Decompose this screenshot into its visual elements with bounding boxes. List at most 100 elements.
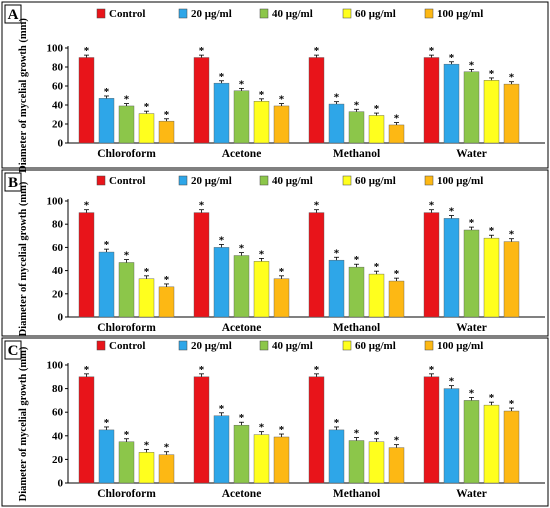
y-tick-label: 100 — [47, 43, 64, 55]
significance-marker: * — [239, 412, 245, 424]
significance-marker: * — [314, 200, 320, 212]
significance-marker: * — [394, 113, 400, 125]
bar-acetone-1 — [193, 376, 210, 484]
significance-marker: * — [84, 200, 90, 212]
panel-label-box — [4, 340, 22, 360]
legend-swatch-5 — [424, 8, 434, 19]
x-tick-label: Water — [456, 488, 487, 500]
bar-chloroform-5 — [158, 120, 175, 144]
bar-water-5 — [503, 241, 520, 318]
legend-swatch-2 — [178, 340, 188, 351]
legend-swatch-4 — [342, 175, 352, 186]
significance-marker: * — [279, 266, 285, 278]
y-tick-label: 20 — [52, 288, 64, 300]
bar-chloroform-3 — [118, 441, 135, 484]
significance-marker: * — [279, 94, 285, 106]
bar-chloroform-2 — [98, 251, 115, 318]
legend-swatch-2 — [178, 8, 188, 19]
significance-marker: * — [199, 45, 205, 57]
bar-methanol-1 — [308, 212, 325, 318]
legend-label-5: 100 μg/ml — [437, 175, 483, 187]
bar-chloroform-5 — [158, 286, 175, 318]
y-tick-label: 0 — [58, 478, 64, 490]
significance-marker: * — [354, 99, 360, 111]
bar-water-1 — [423, 212, 440, 318]
chart-panel-c: C Control 20 μg/ml 40 μg/ml 60 μg/ml 100 μg/m… — [1, 337, 549, 507]
significance-marker: * — [144, 266, 150, 278]
bar-methanol-2 — [328, 103, 345, 144]
bar-acetone-2 — [213, 82, 230, 144]
significance-marker: * — [239, 243, 245, 255]
y-tick-label: 80 — [52, 383, 64, 395]
bar-water-2 — [443, 63, 460, 144]
legend-swatch-3 — [259, 340, 269, 351]
x-tick-label: Acetone — [222, 148, 262, 160]
y-tick-label: 60 — [52, 242, 64, 254]
significance-marker: * — [104, 417, 110, 429]
bar-acetone-1 — [193, 57, 210, 144]
significance-marker: * — [164, 109, 170, 121]
legend-swatch-1 — [96, 8, 106, 19]
legend-label-5: 100 μg/ml — [437, 8, 483, 20]
bar-acetone-5 — [273, 436, 290, 484]
significance-marker: * — [469, 59, 475, 71]
bar-acetone-5 — [273, 105, 290, 144]
bar-acetone-2 — [213, 415, 230, 484]
legend-label-2: 20 μg/ml — [191, 340, 232, 352]
y-tick-label: 0 — [58, 138, 64, 150]
legend-label-3: 40 μg/ml — [272, 175, 313, 187]
significance-marker: * — [509, 72, 515, 84]
significance-marker: * — [144, 101, 150, 113]
bar-chloroform-4 — [138, 113, 155, 144]
legend-swatch-5 — [424, 175, 434, 186]
bar-chloroform-2 — [98, 98, 115, 144]
bar-acetone-4 — [253, 434, 270, 484]
bar-acetone-3 — [233, 424, 250, 484]
bar-water-2 — [443, 218, 460, 318]
significance-marker: * — [374, 103, 380, 115]
significance-marker: * — [124, 250, 130, 262]
y-tick-label: 60 — [52, 81, 64, 93]
significance-marker: * — [259, 422, 265, 434]
bar-water-4 — [483, 404, 500, 484]
panel-frame — [1, 1, 549, 169]
bar-chloroform-1 — [78, 376, 95, 484]
bar-acetone-3 — [233, 255, 250, 318]
significance-marker: * — [104, 86, 110, 98]
bar-water-1 — [423, 376, 440, 484]
significance-marker: * — [279, 424, 285, 436]
chart-panel-a: A Control 20 μg/ml 40 μg/ml 60 μg/ml 100 μg/m… — [1, 1, 549, 173]
legend-swatch-3 — [259, 8, 269, 19]
x-tick-label: Water — [456, 322, 487, 334]
significance-marker: * — [219, 403, 225, 415]
legend-label-1: Control — [109, 175, 145, 187]
x-tick-label: Chloroform — [97, 148, 156, 160]
significance-marker: * — [314, 364, 320, 376]
panel-label: C — [8, 343, 19, 359]
significance-marker: * — [354, 428, 360, 440]
significance-marker: * — [124, 429, 130, 441]
bar-water-4 — [483, 237, 500, 318]
legend-swatch-2 — [178, 175, 188, 186]
bar-water-5 — [503, 83, 520, 144]
bar-methanol-3 — [348, 111, 365, 144]
bar-methanol-4 — [368, 115, 385, 144]
legend-label-2: 20 μg/ml — [191, 175, 232, 187]
significance-marker: * — [394, 435, 400, 447]
x-tick-label: Acetone — [222, 322, 262, 334]
bar-chloroform-5 — [158, 454, 175, 484]
bar-methanol-5 — [388, 124, 405, 144]
significance-marker: * — [449, 376, 455, 388]
legend-swatch-4 — [342, 340, 352, 351]
x-tick-label: Methanol — [333, 148, 380, 160]
legend-label-1: Control — [109, 8, 145, 20]
bar-water-4 — [483, 80, 500, 144]
bar-chloroform-4 — [138, 278, 155, 318]
bar-chloroform-2 — [98, 429, 115, 484]
bar-acetone-4 — [253, 100, 270, 144]
significance-marker: * — [144, 439, 150, 451]
bar-methanol-3 — [348, 440, 365, 484]
bar-methanol-1 — [308, 57, 325, 144]
significance-marker: * — [489, 68, 495, 80]
